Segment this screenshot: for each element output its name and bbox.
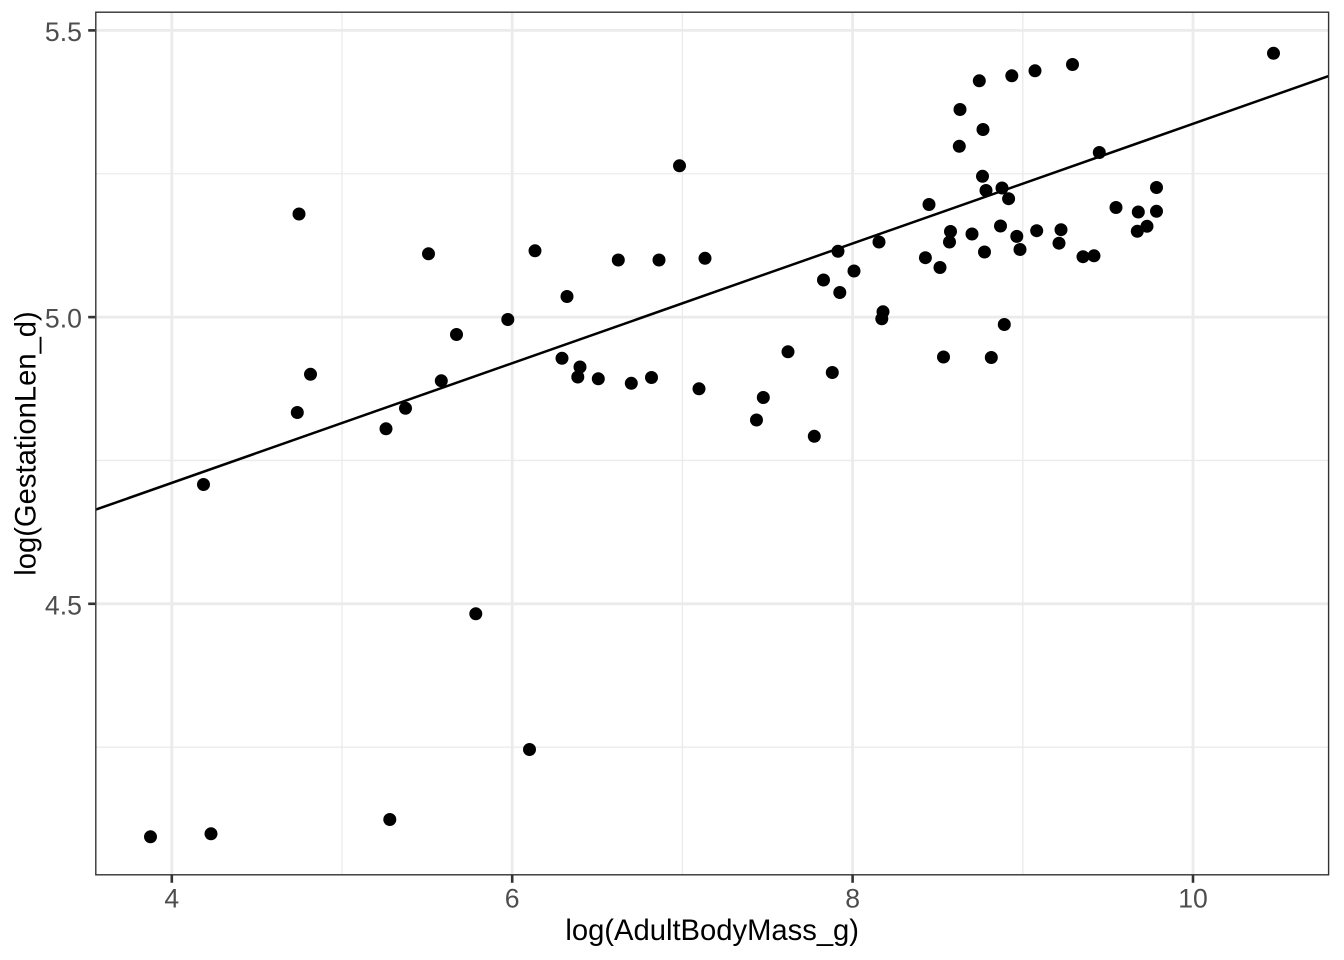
svg-text:8: 8 <box>845 883 860 913</box>
svg-text:4.5: 4.5 <box>45 590 82 620</box>
svg-text:10: 10 <box>1178 883 1208 913</box>
svg-text:5.5: 5.5 <box>45 17 82 47</box>
svg-text:log(AdultBodyMass_g): log(AdultBodyMass_g) <box>565 915 859 947</box>
svg-text:6: 6 <box>505 883 520 913</box>
svg-text:5.0: 5.0 <box>45 304 82 334</box>
svg-text:log(GestationLen_d): log(GestationLen_d) <box>11 311 43 575</box>
svg-text:4: 4 <box>164 883 179 913</box>
